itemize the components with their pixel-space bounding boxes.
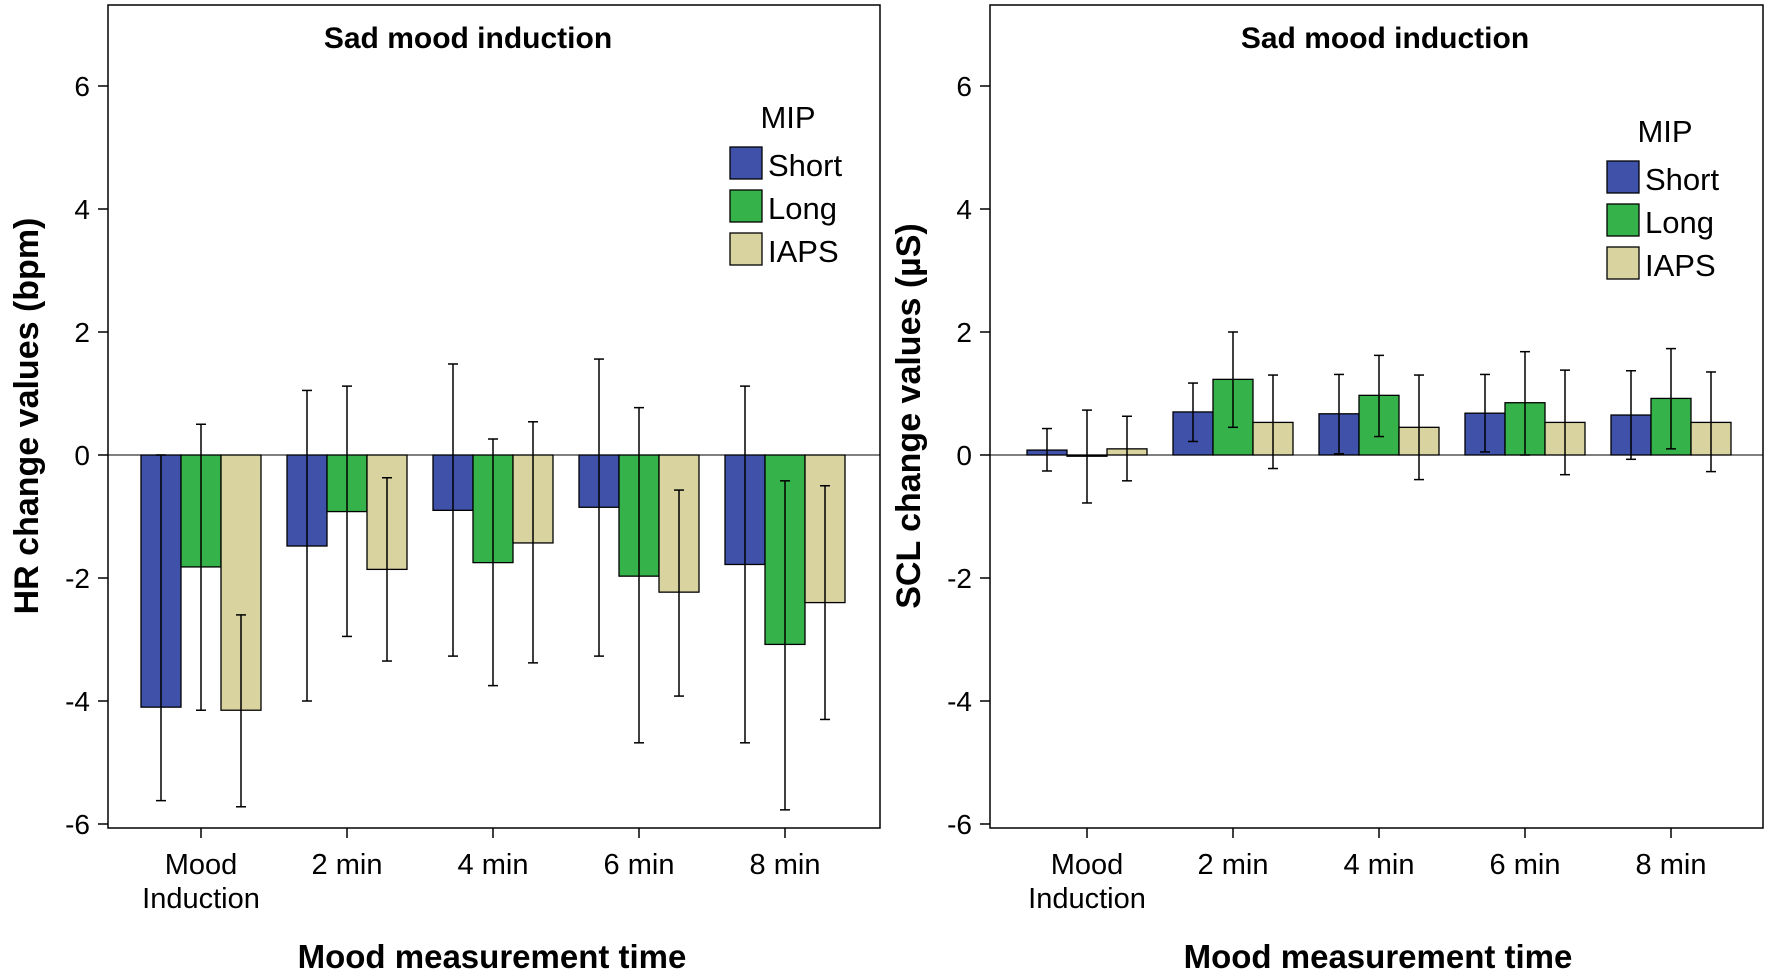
x-tick-label: 4 min: [1344, 849, 1415, 881]
y-tick-label: 6: [74, 71, 90, 102]
x-tick-label: 2 min: [312, 849, 383, 881]
y-tick-label: -6: [947, 809, 972, 840]
y-tick-label: -2: [65, 563, 90, 594]
y-tick-label: 4: [74, 194, 90, 225]
x-tick-label: 4 min: [458, 849, 529, 881]
y-axis-label: HR change values (bpm): [8, 218, 46, 615]
x-tick-label: 6 min: [604, 849, 675, 881]
chart-title: Sad mood induction: [1241, 22, 1529, 55]
y-tick-label: -2: [947, 563, 972, 594]
y-tick-label: 6: [956, 71, 972, 102]
x-tick-label: Mood: [1051, 849, 1124, 881]
legend-swatch-short: [1606, 160, 1640, 194]
y-tick-label: 2: [74, 317, 90, 348]
y-tick-label: 4: [956, 194, 972, 225]
y-tick-label: 0: [956, 440, 972, 471]
legend-swatch-long: [729, 189, 763, 223]
legend-label-iaps: IAPS: [768, 234, 839, 269]
y-tick-label: -6: [65, 809, 90, 840]
legend-swatch-iaps: [1606, 246, 1640, 280]
chart-panel-1: Sad mood induction -6 -4 -2 0 2 4 6 HR change va…: [8, 4, 881, 975]
x-tick-label: 8 min: [1636, 849, 1707, 881]
legend-label-long: Long: [1645, 205, 1714, 240]
x-tick-label: Induction: [1028, 883, 1146, 915]
legend-label-long: Long: [768, 191, 837, 226]
legend-label-iaps: IAPS: [1645, 248, 1716, 283]
y-tick-label: -4: [947, 686, 972, 717]
legend-swatch-long: [1606, 203, 1640, 237]
legend-title: MIP: [1637, 114, 1692, 149]
legend-label-short: Short: [1645, 162, 1719, 197]
x-axis-label: Mood measurement time: [1184, 938, 1573, 975]
x-tick-label: Mood: [165, 849, 238, 881]
x-tick-label: 8 min: [750, 849, 821, 881]
legend-label-short: Short: [768, 148, 842, 183]
legend-swatch-short: [729, 146, 763, 180]
y-axis-label: SCL change values (µS): [890, 223, 928, 609]
plot-frame: [989, 4, 1764, 829]
y-tick-label: 0: [74, 440, 90, 471]
chart-panel-2: Sad mood induction -6 -4 -2 0 2 4 6 SCL change v…: [890, 4, 1764, 975]
y-tick-label: 2: [956, 317, 972, 348]
x-axis-label: Mood measurement time: [298, 938, 687, 975]
legend-title: MIP: [760, 100, 815, 135]
x-tick-label: 6 min: [1490, 849, 1561, 881]
y-tick-label: -4: [65, 686, 90, 717]
plot-frame: [107, 4, 881, 829]
legend: MIP Short Long IAPS: [1606, 114, 1719, 283]
legend: MIP Short Long IAPS: [729, 100, 842, 269]
x-tick-label: Induction: [142, 883, 260, 915]
legend-swatch-iaps: [729, 232, 763, 266]
x-tick-label: 2 min: [1198, 849, 1269, 881]
chart-title: Sad mood induction: [324, 22, 612, 55]
